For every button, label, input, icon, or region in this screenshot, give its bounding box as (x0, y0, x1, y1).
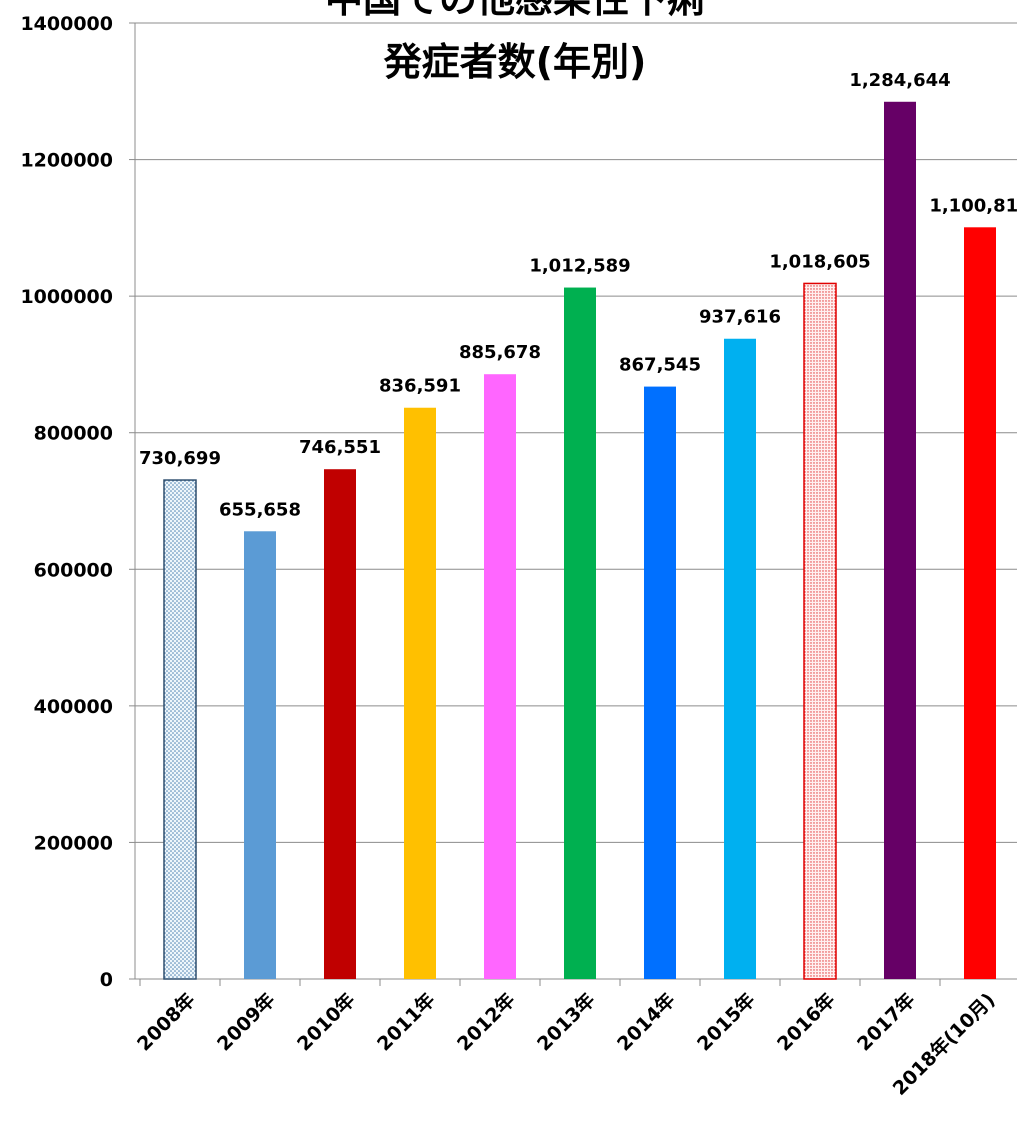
bar (163, 479, 197, 980)
y-tick-label: 200000 (34, 832, 113, 854)
x-tick-label: 2012年 (452, 988, 519, 1055)
y-tick-label: 1400000 (20, 13, 113, 35)
x-tick-label: 2014年 (612, 988, 679, 1055)
x-tick-label: 2009年 (212, 988, 279, 1055)
data-label: 1,018,605 (769, 251, 870, 272)
y-tick-label: 800000 (34, 423, 113, 445)
x-tick-label: 2010年 (292, 988, 359, 1055)
data-label: 885,678 (459, 342, 541, 363)
axes: 0 200000 400000 600000 800000 1000000 1200000 1… (20, 13, 1017, 991)
chart-title-line: 中国での他感染性下痢 (325, 0, 705, 21)
y-tick-label: 1000000 (20, 286, 113, 308)
chart-title: 中国での他感染性下痢発症者数(年別) (325, 0, 705, 84)
bar (244, 531, 276, 979)
y-tick-label: 0 (100, 969, 113, 991)
chart-title-line: 発症者数(年別) (384, 40, 647, 84)
bar (324, 469, 356, 979)
bar (884, 101, 916, 979)
x-tick-label: 2015年 (692, 988, 759, 1055)
data-label: 937,616 (699, 307, 781, 328)
x-tick-label: 2013年 (532, 988, 599, 1055)
bar (564, 287, 596, 979)
y-tick-label: 1200000 (20, 150, 113, 172)
data-label: 1,100,814 (929, 195, 1017, 216)
bar (803, 282, 837, 980)
bars (163, 101, 996, 980)
data-label: 1,012,589 (529, 256, 630, 277)
data-label: 655,658 (219, 499, 301, 520)
x-tick-label: 2011年 (372, 988, 439, 1055)
y-tick-label: 600000 (34, 559, 113, 581)
bar (724, 338, 756, 980)
data-label: 1,284,644 (849, 70, 950, 91)
x-tick-label: 2017年 (852, 988, 919, 1055)
bar (484, 374, 516, 979)
data-label: 836,591 (379, 376, 461, 397)
data-label: 730,699 (139, 448, 221, 469)
x-tick-label: 2016年 (772, 988, 839, 1055)
data-label: 746,551 (299, 437, 381, 458)
data-label: 867,545 (619, 355, 701, 376)
x-tick-label: 2008年 (132, 988, 199, 1055)
bar (644, 386, 676, 979)
bar (404, 407, 436, 979)
y-tick-label: 400000 (34, 696, 113, 718)
bar (964, 227, 996, 980)
